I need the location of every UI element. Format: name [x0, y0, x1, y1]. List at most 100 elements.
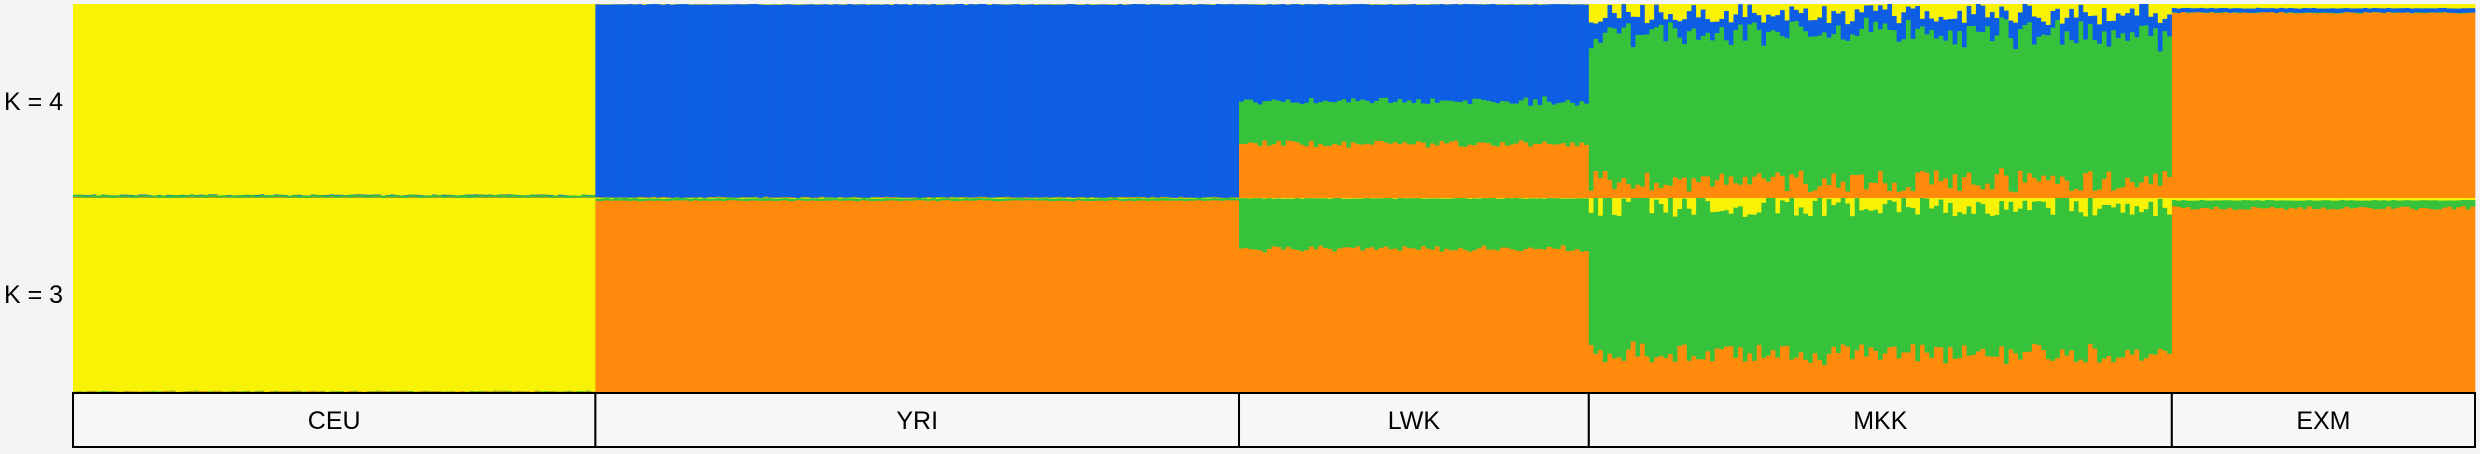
- bar-yri-63-yellow: [889, 4, 895, 6]
- bar-mkk-8-yellow: [1626, 198, 1632, 203]
- bar-mkk-37-yellow: [1761, 198, 1767, 204]
- bar-mkk-94-blue: [2027, 5, 2033, 23]
- bar-yri-8-green: [632, 198, 638, 201]
- bar-yri-26-yellow: [716, 4, 722, 5]
- bar-exm-58-yellow: [2442, 198, 2448, 201]
- bar-mkk-54-yellow: [1840, 4, 1846, 12]
- bar-ceu-63-orange: [366, 391, 372, 393]
- bar-mkk-63-orange: [1882, 353, 1888, 393]
- bar-yri-90-orange: [1015, 200, 1021, 393]
- bar-mkk-114-blue: [2120, 15, 2126, 34]
- bar-mkk-59-orange: [1864, 356, 1870, 393]
- bar-lwk-45-green: [1448, 198, 1454, 251]
- bar-exm-39-blue: [2353, 8, 2359, 13]
- bar-mkk-94-orange: [2027, 173, 2033, 199]
- bar-lwk-41-yellow: [1430, 198, 1436, 199]
- bar-lwk-3-yellow: [1253, 4, 1259, 5]
- bar-ceu-47-green: [292, 390, 298, 392]
- bar-mkk-95-orange: [2031, 177, 2037, 199]
- bar-ceu-38-green: [250, 194, 256, 198]
- bar-exm-52-yellow: [2414, 198, 2420, 201]
- bar-lwk-64-green: [1537, 104, 1543, 145]
- bar-exm-8-orange: [2209, 209, 2215, 393]
- bar-exm-26-yellow: [2293, 4, 2299, 9]
- bar-lwk-59-yellow: [1514, 4, 1520, 6]
- bar-mkk-124-green: [2167, 36, 2173, 178]
- bar-yri-88-green: [1005, 196, 1011, 198]
- bar-yri-61-orange: [879, 201, 885, 393]
- bar-mkk-98-yellow: [2045, 4, 2051, 26]
- bar-ceu-61-blue: [357, 194, 363, 196]
- bar-mkk-46-yellow: [1803, 198, 1809, 215]
- bar-mkk-3-orange: [1602, 171, 1608, 199]
- bar-ceu-106-green: [567, 195, 573, 199]
- bar-ceu-105-yellow: [562, 4, 568, 196]
- bar-ceu-64-blue: [371, 194, 377, 196]
- bar-exm-32-green: [2321, 200, 2327, 208]
- bar-lwk-19-green: [1327, 198, 1333, 250]
- bar-ceu-35-green: [236, 195, 242, 199]
- bar-exm-47-orange: [2391, 13, 2397, 199]
- bar-ceu-21-orange: [170, 391, 176, 393]
- bar-lwk-44-orange: [1444, 143, 1450, 199]
- bar-lwk-4-yellow: [1257, 4, 1263, 5]
- bar-ceu-111-yellow: [590, 4, 596, 196]
- bar-ceu-43-green: [273, 390, 279, 392]
- bar-lwk-33-green: [1392, 198, 1398, 250]
- bar-ceu-96-green: [520, 195, 526, 198]
- bar-exm-18-green: [2255, 200, 2261, 209]
- bar-yri-52-orange: [837, 200, 843, 393]
- bar-mkk-25-green: [1705, 32, 1711, 177]
- bar-mkk-7-orange: [1621, 360, 1627, 393]
- bar-lwk-62-green: [1528, 105, 1534, 147]
- bar-mkk-34-orange: [1747, 184, 1753, 199]
- bar-mkk-101-orange: [2059, 349, 2065, 393]
- bar-yri-108-orange: [1099, 200, 1105, 393]
- bar-mkk-43-yellow: [1789, 4, 1795, 7]
- bar-yri-29-orange: [730, 200, 736, 393]
- bar-ceu-10-blue: [119, 194, 125, 196]
- bar-mkk-43-orange: [1789, 359, 1795, 393]
- bar-mkk-72-orange: [1924, 172, 1930, 199]
- bar-lwk-30-blue: [1378, 4, 1384, 99]
- bar-mkk-87-yellow: [1994, 4, 2000, 19]
- bar-yri-82-green: [977, 198, 983, 201]
- bar-ceu-84-yellow: [464, 198, 470, 393]
- bar-lwk-39-orange: [1420, 246, 1426, 393]
- bar-ceu-37-blue: [245, 194, 251, 196]
- bar-mkk-23-yellow: [1696, 4, 1702, 18]
- bar-lwk-9-orange: [1281, 249, 1287, 393]
- bar-mkk-10-green: [1635, 198, 1641, 357]
- bar-mkk-122-yellow: [2157, 4, 2163, 24]
- bar-mkk-18-blue: [1672, 19, 1678, 29]
- bar-mkk-108-yellow: [2092, 198, 2098, 216]
- bar-ceu-55-green: [329, 195, 335, 198]
- bar-lwk-43-green: [1439, 100, 1445, 142]
- bar-mkk-24-orange: [1700, 176, 1706, 199]
- bar-lwk-18-yellow: [1322, 198, 1328, 199]
- bar-yri-79-green: [963, 196, 969, 198]
- bar-mkk-9-orange: [1630, 188, 1636, 199]
- bar-mkk-116-orange: [2129, 354, 2135, 393]
- bar-mkk-86-yellow: [1989, 198, 1995, 217]
- bar-lwk-71-yellow: [1570, 198, 1576, 199]
- bar-mkk-68-green: [1905, 207, 1911, 353]
- bar-lwk-51-orange: [1476, 248, 1482, 393]
- bar-yri-56-yellow: [856, 4, 862, 5]
- bar-lwk-32-green: [1388, 102, 1394, 145]
- bar-ceu-56-yellow: [334, 198, 340, 392]
- bar-ceu-44-green: [278, 195, 284, 198]
- bar-yri-108-green: [1099, 198, 1105, 202]
- bar-mkk-4-blue: [1607, 4, 1613, 28]
- bar-exm-35-blue: [2335, 8, 2341, 14]
- bar-ceu-48-yellow: [296, 198, 302, 391]
- bar-lwk-54-orange: [1490, 145, 1496, 199]
- bar-mkk-40-green: [1775, 32, 1781, 173]
- bar-exm-44-blue: [2377, 8, 2383, 13]
- bar-ceu-88-yellow: [483, 198, 489, 392]
- bar-ceu-17-orange: [152, 197, 158, 199]
- bar-mkk-33-yellow: [1742, 198, 1748, 218]
- bar-mkk-120-blue: [2148, 16, 2154, 37]
- bar-yri-96-green: [1043, 197, 1049, 198]
- bar-mkk-77-green: [1947, 202, 1953, 348]
